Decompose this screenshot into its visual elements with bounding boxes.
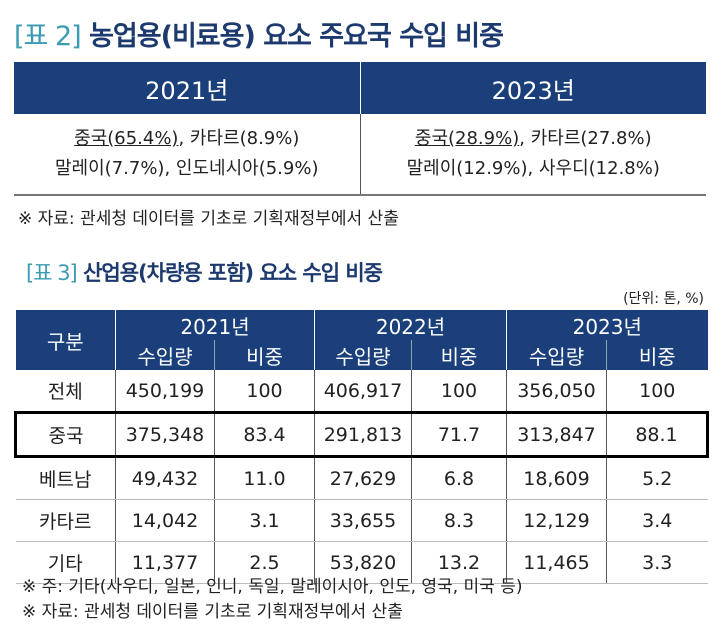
table3-note: ※ 주: 기타(사우디, 일본, 인니, 독일, 말레이시아, 인도, 영국, … xyxy=(22,577,523,597)
share-cell: 2.5 xyxy=(214,541,315,584)
share-cell: 11.0 xyxy=(214,456,315,500)
volume-cell: 450,199 xyxy=(115,370,215,413)
share-cell: 3.3 xyxy=(606,541,708,584)
sub-header: 수입량 xyxy=(506,340,607,370)
cell-2021: 중국(65.4%), 카타르(8.9%) 말레이(7.7%), 인도네시아(5.9… xyxy=(14,114,361,196)
volume-cell: 406,917 xyxy=(314,370,412,413)
volume-cell: 18,609 xyxy=(506,456,607,500)
table2-tag: [표 2] xyxy=(14,21,82,52)
volume-cell: 291,813 xyxy=(314,411,412,458)
table2-source: ※ 자료: 관세청 데이터를 기초로 기획재정부에서 산출 xyxy=(18,209,399,229)
volume-cell: 27,629 xyxy=(314,456,412,500)
sub-header: 수입량 xyxy=(314,340,412,370)
table-row: 카타르 14,042 3.1 33,655 8.3 12,129 3.4 xyxy=(15,499,708,542)
table2: 2021년 2023년 중국(65.4%), 카타르(8.9%) 말레이(7.7%)… xyxy=(14,62,706,196)
row-label: 중국 xyxy=(14,411,116,458)
volume-cell: 11,377 xyxy=(115,541,215,584)
sub-header: 비중 xyxy=(606,340,708,370)
share-cell: 100 xyxy=(411,370,507,413)
category-header: 구분 xyxy=(15,310,116,370)
sub-header: 비중 xyxy=(214,340,315,370)
china-2023: 중국(28.9%) xyxy=(414,128,520,149)
text: , 카타르(27.8%) xyxy=(519,128,652,149)
row-label: 카타르 xyxy=(15,499,116,542)
year-header: 2021년 xyxy=(115,310,315,340)
share-cell: 3.1 xyxy=(214,499,315,542)
volume-cell: 49,432 xyxy=(115,456,215,500)
share-cell: 100 xyxy=(606,370,708,413)
share-cell: 100 xyxy=(214,370,315,413)
table2-title: [표 2] 농업용(비료용) 요소 주요국 수입 비중 xyxy=(14,14,504,53)
share-cell: 88.1 xyxy=(606,411,709,458)
volume-cell: 375,348 xyxy=(115,411,215,458)
china-2021: 중국(65.4%) xyxy=(74,128,179,149)
table2-title-text: 농업용(비료용) 요소 주요국 수입 비중 xyxy=(89,21,504,52)
share-cell: 83.4 xyxy=(214,411,315,458)
header-2021: 2021년 xyxy=(14,62,361,114)
share-cell: 13.2 xyxy=(411,541,507,584)
share-cell: 5.2 xyxy=(606,456,708,500)
sub-header: 비중 xyxy=(411,340,507,370)
table3-source: ※ 자료: 관세청 데이터를 기초로 기획재정부에서 산출 xyxy=(22,602,403,622)
text: 말레이(12.9%), 사우디(12.8%) xyxy=(406,158,660,179)
volume-cell: 12,129 xyxy=(506,499,607,542)
table-row: 베트남 49,432 11.0 27,629 6.8 18,609 5.2 xyxy=(15,456,708,500)
row-label: 전체 xyxy=(15,370,116,413)
share-cell: 71.7 xyxy=(411,411,507,458)
year-header: 2022년 xyxy=(314,310,507,340)
text: , 카타르(8.9%) xyxy=(178,128,300,149)
unit-label: (단위: 톤, %) xyxy=(623,291,704,307)
volume-cell: 11,465 xyxy=(506,541,607,584)
table-row: 기타 11,377 2.5 53,820 13.2 11,465 3.3 xyxy=(15,541,708,584)
header-2023: 2023년 xyxy=(360,62,706,114)
sub-header: 수입량 xyxy=(115,340,215,370)
row-label: 기타 xyxy=(15,541,116,584)
table3: 구분 2021년 2022년 2023년 수입량 비중 수입량 비중 수입량 비중 전… xyxy=(14,310,709,584)
volume-cell: 14,042 xyxy=(115,499,215,542)
table-row: 중국 375,348 83.4 291,813 71.7 313,847 88.1 xyxy=(14,411,709,458)
volume-cell: 356,050 xyxy=(506,370,607,413)
volume-cell: 33,655 xyxy=(314,499,412,542)
row-label: 베트남 xyxy=(15,456,116,500)
text: 말레이(7.7%), 인도네시아(5.9%) xyxy=(55,158,319,179)
cell-2023: 중국(28.9%), 카타르(27.8%) 말레이(12.9%), 사우디(12.… xyxy=(360,114,706,196)
table3-title: [표 3] 산업용(차량용 포함) 요소 수입 비중 xyxy=(26,257,383,287)
volume-cell: 53,820 xyxy=(314,541,412,584)
share-cell: 8.3 xyxy=(411,499,507,542)
table3-tag: [표 3] xyxy=(26,261,78,285)
table3-title-text: 산업용(차량용 포함) 요소 수입 비중 xyxy=(83,261,383,285)
table-row: 전체 450,199 100 406,917 100 356,050 100 xyxy=(15,370,708,413)
year-header: 2023년 xyxy=(506,310,708,340)
share-cell: 6.8 xyxy=(411,456,507,500)
volume-cell: 313,847 xyxy=(506,411,607,458)
share-cell: 3.4 xyxy=(606,499,708,542)
